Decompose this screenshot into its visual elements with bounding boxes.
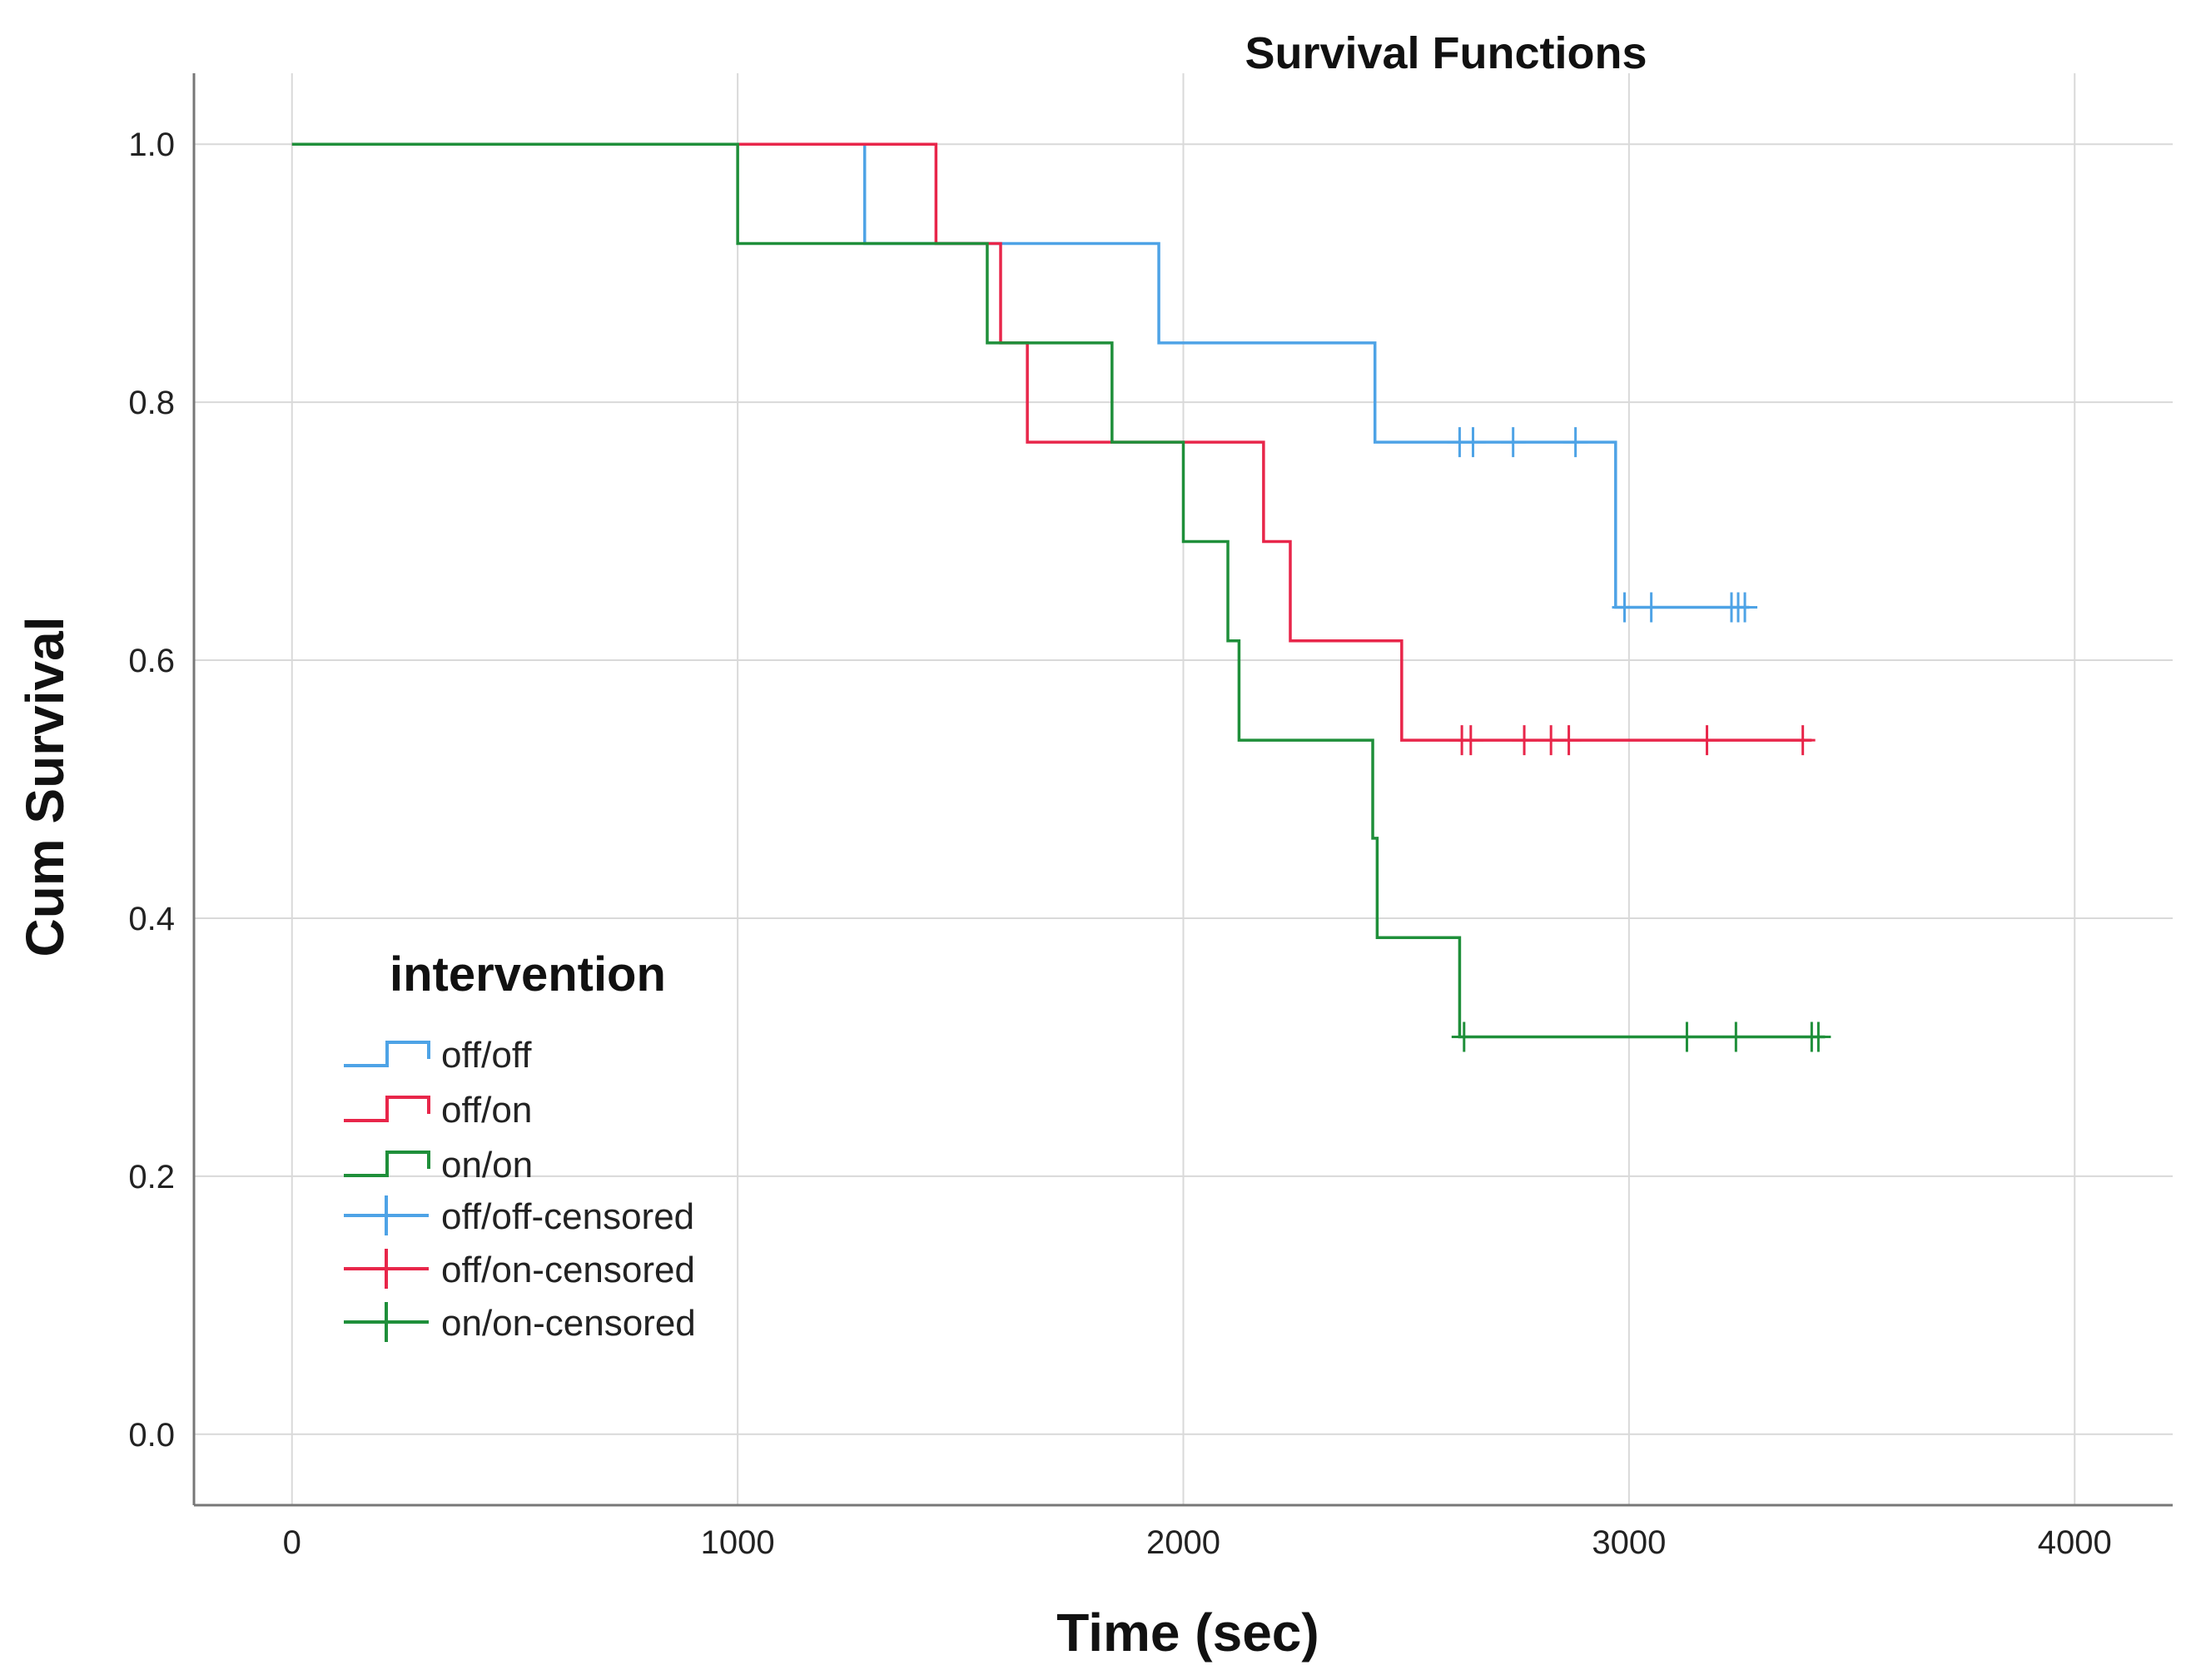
censor-mark-off-on (1790, 725, 1816, 756)
censor-mark-on-on (1451, 1021, 1477, 1052)
legend-swatch-off-on-censored (344, 1249, 429, 1289)
censor-mark-off-on (1458, 725, 1483, 756)
censor-mark-on-on (1723, 1021, 1749, 1052)
legend-label-off-on: off/on (441, 1090, 532, 1131)
censor-mark-off-off (1638, 592, 1664, 623)
censor-mark-off-on (1556, 725, 1582, 756)
legend-label-off-on-censored: off/on-censored (441, 1250, 695, 1290)
y-tick-label: 0.4 (128, 901, 175, 937)
x-tick-label: 4000 (2038, 1524, 2112, 1561)
y-tick-label: 0.8 (128, 385, 175, 421)
y-tick-label: 0.2 (128, 1159, 175, 1195)
x-tick-label: 1000 (701, 1524, 775, 1561)
x-tick-label: 0 (283, 1524, 301, 1561)
legend-label-off-off-censored: off/off-censored (441, 1196, 694, 1237)
series-line-off-off (291, 142, 1750, 609)
y-tick-label: 1.0 (128, 127, 175, 163)
legend-label-on-on-censored: on/on-censored (441, 1303, 696, 1344)
censor-mark-off-off (1460, 427, 1486, 458)
x-tick-label: 2000 (1146, 1524, 1220, 1561)
chart-title: Survival Functions (1245, 28, 1647, 78)
series-lines (291, 142, 1826, 1039)
censor-mark-off-on (1512, 725, 1538, 756)
censor-mark-off-off (1563, 427, 1588, 458)
censor-mark-off-off (1500, 427, 1526, 458)
censor-mark-on-on (1674, 1021, 1700, 1052)
series-line-on-on (291, 142, 1826, 1039)
grid-lines (194, 73, 2173, 1505)
legend-label-on-on: on/on (441, 1145, 533, 1185)
censor-mark-off-off (1612, 592, 1637, 623)
legend: intervention off/off off/on on/on off/off-c… (344, 947, 696, 1344)
legend-swatch-on-on-censored (344, 1302, 429, 1342)
legend-swatch-off-off (344, 1041, 430, 1067)
x-axis-ticks: 0 1000 2000 3000 4000 (283, 1524, 2112, 1561)
y-axis-ticks: 0.0 0.2 0.4 0.6 0.8 1.0 (128, 127, 175, 1454)
y-axis-title: Cum Survival (15, 616, 75, 957)
y-tick-label: 0.0 (128, 1417, 175, 1454)
legend-swatch-off-on (344, 1096, 430, 1122)
censor-mark-off-on (1694, 725, 1720, 756)
censor-marks (1447, 427, 1831, 1052)
x-axis-title: Time (sec) (1056, 1603, 1319, 1663)
x-tick-label: 3000 (1592, 1524, 1666, 1561)
legend-title: intervention (390, 947, 666, 1002)
legend-swatch-on-on (344, 1151, 430, 1177)
plot-frame (192, 73, 2173, 1507)
legend-swatch-off-off-censored (344, 1195, 429, 1235)
censor-mark-off-off (1732, 592, 1758, 623)
censor-mark-on-on (1806, 1021, 1831, 1052)
legend-label-off-off: off/off (441, 1035, 532, 1076)
y-tick-label: 0.6 (128, 643, 175, 679)
